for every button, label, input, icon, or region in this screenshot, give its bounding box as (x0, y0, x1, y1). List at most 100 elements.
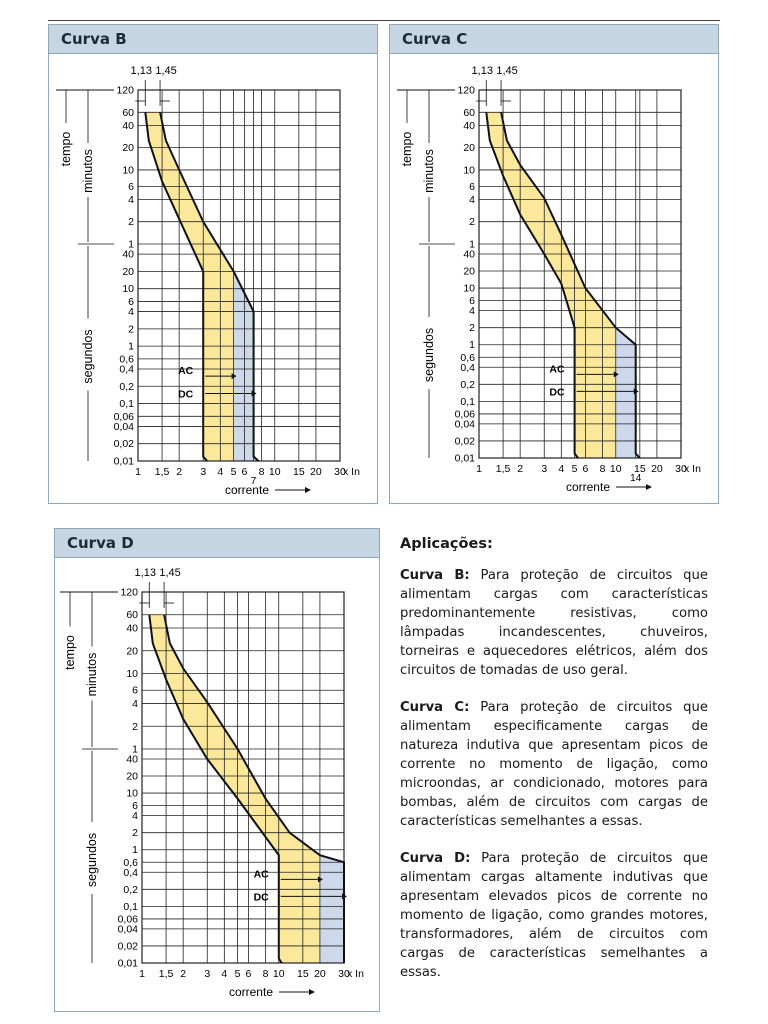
y-tick-label: 120 (120, 587, 138, 599)
lower-curve (485, 112, 579, 459)
ac-label: AC (254, 868, 270, 880)
y-tick-label: 10 (126, 788, 138, 800)
x-tick-label: 8 (600, 463, 606, 475)
y-tick-label: 10 (122, 164, 134, 176)
y-tick-label: 0,04 (114, 421, 135, 433)
upper-curve (163, 614, 345, 963)
y-tick-label: 120 (457, 85, 475, 97)
y-tick-label: 20 (463, 142, 475, 154)
x-tick-label: 20 (651, 463, 663, 475)
x-tick-label: 3 (204, 968, 210, 980)
application-text: Para proteção de circuitos que alimentam… (400, 851, 708, 980)
y-tick-label: 0,6 (119, 353, 134, 365)
y-tick-label: 0,01 (118, 958, 139, 970)
y-tick-label: 10 (122, 283, 134, 295)
ac-region (145, 112, 234, 461)
top-label: 1,13 (131, 65, 152, 77)
y-tick-label: 0,02 (455, 435, 476, 447)
curve-c-header: Curva C (390, 25, 718, 54)
curve-d-header: Curva D (55, 529, 379, 558)
y-tick-label: 40 (122, 249, 134, 261)
y-tick-label: 20 (126, 645, 138, 657)
x-tick-label: 2 (180, 968, 186, 980)
y-time-label: tempo (400, 132, 414, 167)
dc-arrowhead (251, 390, 257, 397)
application-curve-b: Curva B: Para proteção de circuitos que … (400, 566, 708, 680)
y-tick-label: 120 (116, 85, 134, 97)
ac-arrowhead (613, 371, 619, 378)
y-minutes-label: minutos (422, 149, 436, 193)
y-time-label: tempo (63, 635, 77, 670)
y-minutes-label: minutos (81, 149, 95, 193)
y-tick-label: 0,01 (114, 456, 135, 468)
curve-b-title: Curva B (61, 30, 127, 48)
x-tick-label: 5 (572, 463, 578, 475)
y-tick-label: 10 (463, 283, 475, 295)
y-tick-label: 20 (126, 771, 138, 783)
y-tick-label: 0,06 (118, 913, 139, 925)
y-seconds-label: segundos (85, 833, 99, 887)
y-tick-label: 4 (469, 305, 475, 317)
y-tick-label: 2 (469, 322, 475, 334)
y-tick-label: 0,4 (123, 867, 138, 879)
y-tick-label: 0,01 (455, 453, 476, 465)
y-seconds-label: segundos (422, 328, 436, 382)
y-tick-label: 1 (469, 239, 475, 251)
curve-c-chart: 12060402010642140201064210,60,40,20,10,0… (397, 65, 701, 494)
x-tick-label: 15 (297, 968, 309, 980)
y-tick-label: 6 (132, 685, 138, 697)
y-tick-label: 0,02 (118, 940, 139, 952)
y-tick-label: 40 (463, 120, 475, 132)
x-tick-label: 3 (200, 466, 206, 478)
y-tick-label: 6 (128, 296, 134, 308)
curve-d-title: Curva D (67, 534, 134, 552)
y-tick-label: 1 (132, 844, 138, 856)
plot-frame (141, 591, 345, 964)
application-label: Curva C: (400, 700, 470, 715)
x-tick-label: 4 (217, 466, 223, 478)
x-tick-label: 6 (245, 968, 251, 980)
x-unit-label: x In (343, 466, 360, 478)
y-tick-label: 6 (469, 295, 475, 307)
x-tick-label: 15 (293, 466, 305, 478)
dc-arrowhead (342, 893, 347, 900)
x-extra-label: 14 (630, 473, 642, 484)
x-axis-arrowhead (309, 989, 315, 995)
x-tick-label: 20 (310, 466, 322, 478)
plot-frame (137, 89, 341, 462)
top-label: 1,45 (496, 65, 517, 77)
x-unit-label: x In (347, 968, 364, 980)
y-tick-label: 40 (463, 248, 475, 260)
application-text: Para proteção de circuitos que alimentam… (400, 700, 708, 829)
ac-region (486, 112, 616, 458)
y-tick-label: 1 (128, 239, 134, 251)
x-tick-label: 1 (476, 463, 482, 475)
ac-arrowhead (231, 373, 237, 380)
x-tick-label: 4 (221, 968, 227, 980)
curve-b-panel: Curva B 120 60 40 20 10 6 4 2 1 40 20 10 6 4 2 1 0,6 0,4 0… (48, 24, 378, 504)
upper-curve (159, 112, 260, 462)
x-tick-label: 1,5 (155, 466, 170, 478)
y-tick-label: 1 (469, 339, 475, 351)
dc-region (233, 112, 259, 461)
dc-label: DC (254, 891, 270, 903)
curve-d-panel: Curva D 120 60 40 20 10 6 4 2 1 40 20 10 6 4 2 1 0,6 0,4 0… (54, 528, 380, 1012)
y-tick-label: 6 (469, 181, 475, 193)
x-axis-label: corrente (225, 483, 269, 497)
y-tick-label: 0,2 (119, 381, 134, 393)
dc-region (615, 112, 640, 458)
y-tick-label: 20 (122, 266, 134, 278)
application-curve-c: Curva C: Para proteção de circuitos que … (400, 698, 708, 831)
y-tick-label: 2 (132, 721, 138, 733)
x-tick-label: 1,5 (159, 968, 174, 980)
upper-curve (500, 112, 641, 459)
y-tick-label: 0,1 (119, 398, 134, 410)
lower-curve (144, 112, 208, 462)
y-tick-label: 40 (126, 623, 138, 635)
application-label: Curva D: (400, 851, 471, 866)
y-tick-label: 2 (469, 216, 475, 228)
x-tick-label: 6 (582, 463, 588, 475)
x-tick-label: 10 (269, 466, 281, 478)
y-tick-label: 4 (132, 698, 138, 710)
application-text: Para proteção de circuitos que alimentam… (400, 568, 708, 678)
